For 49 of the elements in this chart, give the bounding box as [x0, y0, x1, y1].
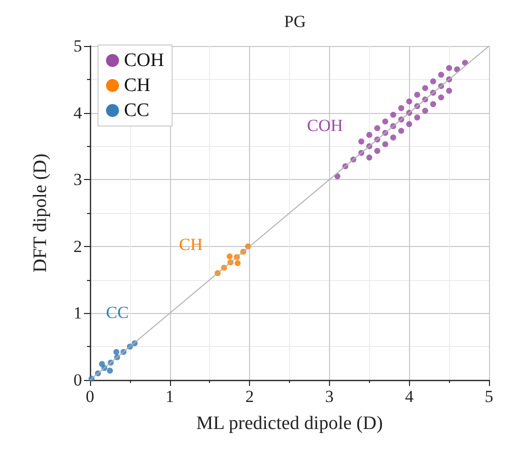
y-tick-label: 5 [74, 36, 82, 56]
point [366, 154, 372, 161]
point [398, 128, 404, 134]
x-tick-label: 2 [245, 387, 254, 406]
chart-title: PG [284, 12, 306, 31]
x-tick-label: 5 [484, 387, 494, 406]
point [366, 132, 372, 138]
point [446, 88, 452, 94]
point [390, 112, 396, 118]
annotation: CC [106, 303, 129, 322]
point [406, 98, 412, 104]
point [106, 368, 113, 374]
point [422, 108, 428, 114]
point [234, 260, 241, 266]
y-tick-label: 0 [74, 370, 82, 390]
point [422, 85, 428, 92]
point [374, 148, 380, 154]
y-tick-label: 1 [74, 304, 82, 323]
point [438, 72, 444, 78]
annotation: COH [307, 116, 343, 135]
point [358, 138, 364, 145]
x-tick-label: 3 [325, 387, 334, 406]
point [406, 121, 412, 128]
point [382, 118, 388, 124]
x-tick-label: 4 [404, 387, 414, 406]
point [98, 360, 105, 367]
point [446, 65, 452, 72]
point [398, 105, 404, 112]
annotation: CH [179, 235, 203, 254]
x-axis-title: ML predicted dipole (D) [196, 413, 383, 434]
legend-label: CH [124, 75, 151, 96]
point [382, 141, 388, 148]
point [430, 101, 436, 108]
y-tick-label: 3 [74, 170, 82, 190]
legend-label: CC [124, 100, 150, 121]
y-tick-label: 4 [74, 103, 82, 122]
x-tick-label: 1 [166, 387, 174, 406]
point [414, 114, 420, 120]
point [390, 134, 396, 141]
point [438, 94, 444, 100]
point [113, 348, 120, 355]
legend-label: COH [124, 50, 164, 71]
point [226, 253, 233, 260]
y-tick-label: 2 [74, 236, 82, 256]
point [414, 92, 420, 98]
point [374, 125, 380, 132]
point [430, 78, 436, 84]
x-tick-label: 0 [86, 387, 94, 406]
y-axis-title: DFT dipole (D) [30, 154, 51, 272]
